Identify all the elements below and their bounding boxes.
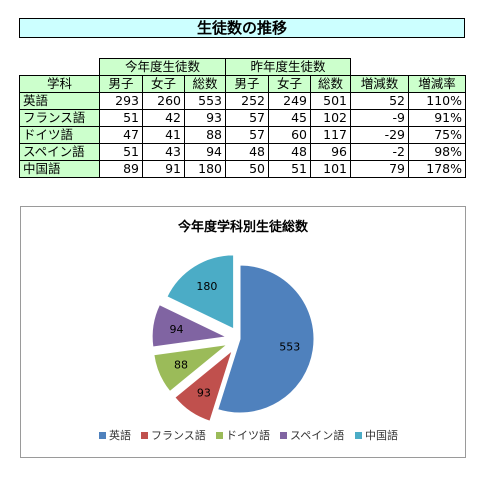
- this-female-cell: 43: [142, 143, 185, 161]
- data-label-0: 553: [279, 341, 300, 354]
- col-last-female: 女子: [268, 75, 311, 93]
- col-last-total: 総数: [310, 75, 351, 93]
- pie-data-labels: 553 93 88 94 180: [169, 280, 300, 399]
- chart-title: 今年度学科別生徒総数: [177, 219, 309, 235]
- data-label-4: 180: [196, 280, 217, 293]
- last-female-cell: 51: [268, 160, 311, 178]
- increase-cell: -29: [350, 126, 409, 144]
- column-header-row: 学科 男子 女子 総数 男子 女子 総数 増減数 増減率: [19, 75, 466, 93]
- this-total-cell: 180: [184, 160, 226, 178]
- this-male-cell: 51: [99, 143, 143, 161]
- legend-label-3: スペイン語: [290, 428, 344, 442]
- this-female-cell: 260: [142, 92, 185, 110]
- last-female-cell: 45: [268, 109, 311, 127]
- last-male-cell: 48: [225, 143, 269, 161]
- increase-cell: -9: [350, 109, 409, 127]
- rate-cell: 98%: [408, 143, 466, 161]
- legend-label-2: ドイツ語: [226, 428, 270, 442]
- subject-cell: フランス語: [19, 109, 100, 127]
- pie-slice-1: [174, 349, 234, 422]
- blank-cell: [20, 59, 100, 76]
- legend-swatch-0: [99, 432, 106, 439]
- last-total-cell: 117: [310, 126, 351, 144]
- legend-label-1: フランス語: [151, 428, 206, 442]
- this-total-cell: 93: [184, 109, 226, 127]
- rate-cell: 91%: [408, 109, 466, 127]
- last-total-cell: 96: [310, 143, 351, 161]
- this-total-cell: 94: [184, 143, 226, 161]
- last-female-cell: 249: [268, 92, 311, 110]
- col-this-total: 総数: [184, 75, 226, 93]
- blank-cell: [409, 59, 466, 76]
- legend-swatch-1: [141, 432, 148, 439]
- legend-swatch-2: [216, 432, 223, 439]
- this-total-cell: 88: [184, 126, 226, 144]
- subject-cell: ドイツ語: [19, 126, 100, 144]
- group-this-year: 今年度生徒数: [99, 58, 226, 76]
- last-female-cell: 48: [268, 143, 311, 161]
- group-header-row: 今年度生徒数 昨年度生徒数: [20, 58, 466, 76]
- sheet-title: 生徒数の推移: [19, 18, 465, 38]
- this-male-cell: 89: [99, 160, 143, 178]
- rate-cell: 75%: [408, 126, 466, 144]
- this-male-cell: 293: [99, 92, 143, 110]
- pie-slice-3: [151, 304, 228, 348]
- pie-chart-svg: 今年度学科別生徒総数 553 93 88 94 180 英語 フランス語 ドイツ語 スペイン語…: [99, 219, 398, 442]
- subject-cell: スペイン語: [19, 143, 100, 161]
- this-female-cell: 91: [142, 160, 185, 178]
- pie-slices: [151, 254, 315, 422]
- col-this-female: 女子: [142, 75, 185, 93]
- increase-cell: -2: [350, 143, 409, 161]
- last-total-cell: 501: [310, 92, 351, 110]
- group-last-year: 昨年度生徒数: [225, 58, 351, 76]
- last-male-cell: 57: [225, 109, 269, 127]
- pie-slice-4: [166, 254, 235, 330]
- col-last-male: 男子: [225, 75, 269, 93]
- last-total-cell: 101: [310, 160, 351, 178]
- student-table: 今年度生徒数 昨年度生徒数 学科 男子 女子 総数 男子 女子 総数 増減数 増…: [19, 58, 466, 178]
- legend-label-4: 中国語: [365, 428, 398, 442]
- increase-cell: 79: [350, 160, 409, 178]
- last-female-cell: 60: [268, 126, 311, 144]
- col-subject: 学科: [19, 75, 100, 93]
- this-male-cell: 51: [99, 109, 143, 127]
- data-label-2: 88: [174, 359, 188, 372]
- pie-chart: 今年度学科別生徒総数 553 93 88 94 180 英語 フランス語 ドイツ語 スペイン語…: [20, 206, 466, 458]
- chart-legend: 英語 フランス語 ドイツ語 スペイン語 中国語: [99, 428, 398, 442]
- rate-cell: 110%: [408, 92, 466, 110]
- last-total-cell: 102: [310, 109, 351, 127]
- pie-slice-2: [153, 343, 229, 393]
- subject-cell: 英語: [19, 92, 100, 110]
- table-row: フランス語 51 42 93 57 45 102 -9 91%: [19, 109, 466, 127]
- subject-cell: 中国語: [19, 160, 100, 178]
- table-row: スペイン語 51 43 94 48 48 96 -2 98%: [19, 143, 466, 161]
- table-row: 中国語 89 91 180 50 51 101 79 178%: [19, 160, 466, 178]
- last-male-cell: 50: [225, 160, 269, 178]
- data-label-3: 94: [169, 323, 183, 336]
- table-row: ドイツ語 47 41 88 57 60 117 -29 75%: [19, 126, 466, 144]
- pie-slice-0: [217, 264, 315, 414]
- col-this-male: 男子: [99, 75, 143, 93]
- col-increase: 増減数: [350, 75, 409, 93]
- legend-label-0: 英語: [109, 428, 131, 442]
- blank-cell: [351, 59, 409, 76]
- rate-cell: 178%: [408, 160, 466, 178]
- data-label-1: 93: [197, 386, 211, 399]
- increase-cell: 52: [350, 92, 409, 110]
- last-male-cell: 57: [225, 126, 269, 144]
- legend-swatch-4: [355, 432, 362, 439]
- last-male-cell: 252: [225, 92, 269, 110]
- this-male-cell: 47: [99, 126, 143, 144]
- table-row: 英語 293 260 553 252 249 501 52 110%: [19, 92, 466, 110]
- this-female-cell: 41: [142, 126, 185, 144]
- legend-swatch-3: [280, 432, 287, 439]
- this-total-cell: 553: [184, 92, 226, 110]
- col-rate: 増減率: [408, 75, 466, 93]
- this-female-cell: 42: [142, 109, 185, 127]
